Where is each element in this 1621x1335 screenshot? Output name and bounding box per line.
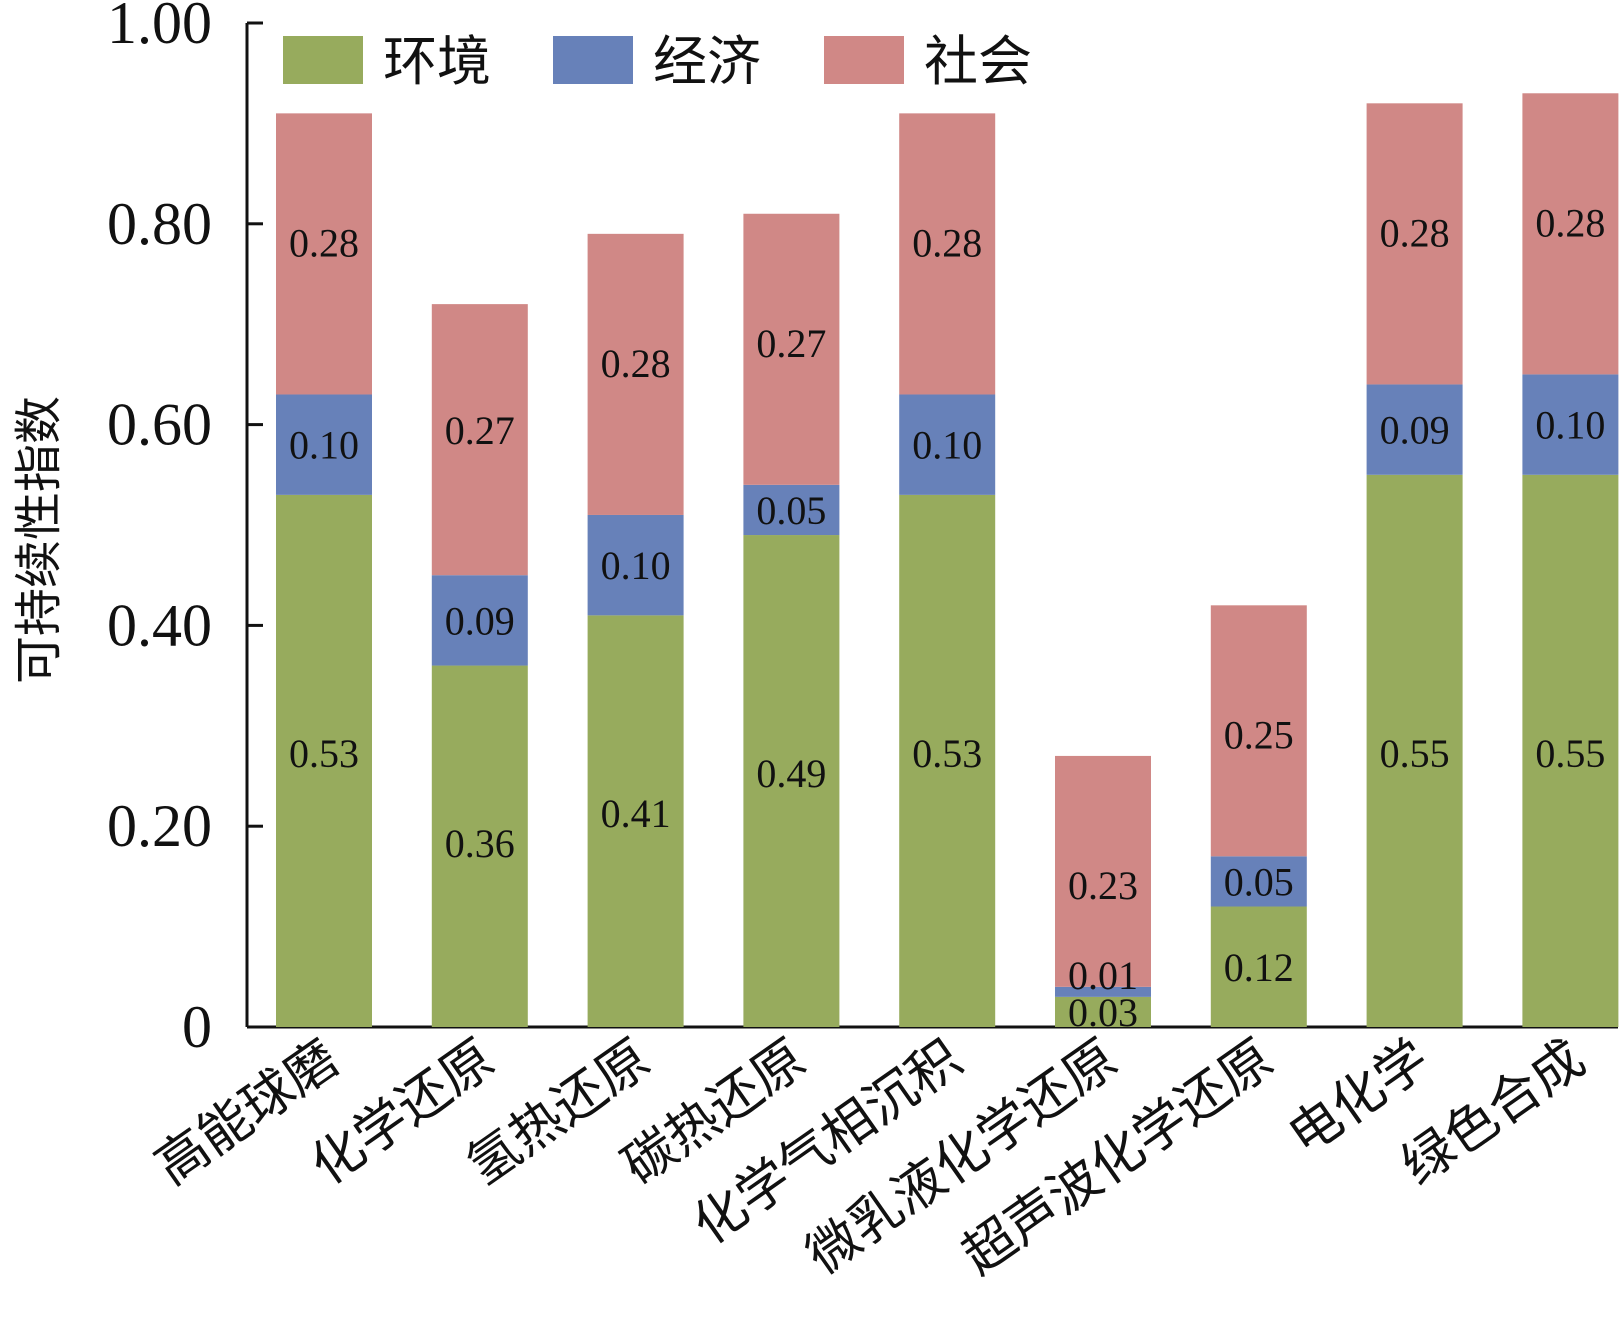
data-labels-layer: 0.53 0.10 0.28 0.36 0.09 0.27 0.41 0.10 0.28 0.49… xyxy=(289,200,1605,1035)
bar-segment-social-7 xyxy=(1210,605,1307,857)
data-label-social-8: 0.28 xyxy=(1380,210,1450,255)
bar-segment-econ-6 xyxy=(1055,986,1151,997)
data-label-social-5: 0.28 xyxy=(912,220,982,265)
bar-segment-econ-8 xyxy=(1366,384,1463,475)
bar-segment-env-2 xyxy=(431,665,528,1027)
data-label-env-2: 0.36 xyxy=(445,821,515,866)
bar-segment-econ-7 xyxy=(1210,856,1307,907)
data-label-social-3: 0.28 xyxy=(601,341,671,386)
data-label-social-6: 0.23 xyxy=(1068,863,1138,908)
data-label-env-9: 0.55 xyxy=(1535,731,1605,776)
data-label-econ-7: 0.05 xyxy=(1224,859,1294,904)
bar-segment-econ-9 xyxy=(1522,374,1619,475)
data-label-econ-5: 0.10 xyxy=(912,423,982,468)
data-label-social-9: 0.28 xyxy=(1535,200,1605,245)
bar-segment-env-5 xyxy=(899,494,996,1027)
bar-segment-env-8 xyxy=(1366,474,1463,1027)
bar-segment-econ-3 xyxy=(587,514,684,616)
bar-segment-econ-5 xyxy=(899,394,996,495)
bar-segment-env-3 xyxy=(587,615,684,1027)
bar-segment-env-7 xyxy=(1210,906,1307,1027)
bar-segment-social-1 xyxy=(276,113,372,395)
bar-segment-social-8 xyxy=(1366,103,1463,385)
bar-segment-env-4 xyxy=(743,535,840,1027)
data-label-econ-6: 0.01 xyxy=(1068,953,1138,998)
legend-swatch-econ xyxy=(553,36,633,84)
legend-swatch-social xyxy=(824,36,904,84)
bar-segment-social-4 xyxy=(743,213,840,485)
bar-segment-social-6 xyxy=(1055,755,1151,987)
legend-swatch-env xyxy=(283,36,363,84)
data-label-social-2: 0.27 xyxy=(445,408,515,453)
bar-segment-social-3 xyxy=(587,233,684,515)
data-label-social-1: 0.28 xyxy=(289,220,359,265)
bars-layer xyxy=(276,93,1619,1027)
legend-label-econ: 经济 xyxy=(653,30,761,93)
legend-label-social: 社会 xyxy=(924,30,1032,93)
data-label-econ-1: 0.10 xyxy=(289,423,359,468)
y-tick-label: 0.40 xyxy=(107,592,212,658)
data-label-econ-3: 0.10 xyxy=(601,543,671,588)
data-label-env-7: 0.12 xyxy=(1224,945,1294,990)
legend-label-env: 环境 xyxy=(383,30,491,93)
data-label-social-4: 0.27 xyxy=(756,321,826,366)
y-tick-label: 0.60 xyxy=(107,392,212,458)
data-label-econ-8: 0.09 xyxy=(1380,408,1450,453)
data-label-env-5: 0.53 xyxy=(912,731,982,776)
data-label-env-8: 0.55 xyxy=(1380,731,1450,776)
y-tick-label: 0 xyxy=(182,994,212,1060)
legend: 环境 经济 社会 xyxy=(283,30,1032,93)
bar-segment-econ-2 xyxy=(431,575,528,666)
bar-segment-env-6 xyxy=(1055,996,1151,1027)
bar-segment-env-1 xyxy=(276,494,372,1027)
data-label-env-4: 0.49 xyxy=(756,751,826,796)
bar-segment-social-9 xyxy=(1522,93,1619,375)
data-label-env-3: 0.41 xyxy=(601,791,671,836)
data-label-social-7: 0.25 xyxy=(1224,712,1294,757)
y-axis-title: 可持续性指数 xyxy=(11,396,67,684)
y-tick-label: 0.80 xyxy=(107,191,212,257)
data-label-econ-4: 0.05 xyxy=(756,488,826,533)
bar-segment-econ-4 xyxy=(743,484,840,536)
bar-segment-social-2 xyxy=(431,304,528,576)
data-label-env-1: 0.53 xyxy=(289,731,359,776)
bar-segment-econ-1 xyxy=(276,394,372,495)
data-label-econ-2: 0.09 xyxy=(445,598,515,643)
bar-segment-social-5 xyxy=(899,113,996,395)
y-tick-label: 1.00 xyxy=(107,0,212,56)
y-tick-label: 0.20 xyxy=(107,793,212,859)
bar-segment-env-9 xyxy=(1522,474,1619,1027)
data-label-econ-9: 0.10 xyxy=(1535,403,1605,448)
data-label-env-6: 0.03 xyxy=(1068,990,1138,1035)
